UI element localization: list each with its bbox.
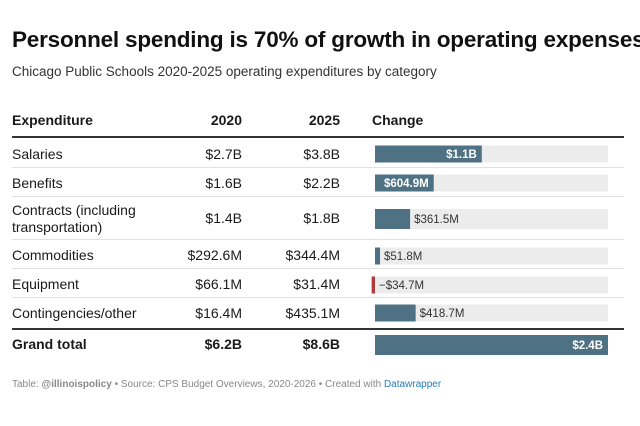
row-name: Contracts (including transportation) bbox=[12, 202, 136, 236]
total-2020: $6.2B bbox=[204, 336, 242, 352]
total-name: Grand total bbox=[12, 336, 87, 352]
row-divider bbox=[12, 239, 624, 240]
row-name: Commodities bbox=[12, 247, 94, 263]
total-rule bbox=[12, 328, 624, 330]
table-row: Salaries $2.7B $3.8B bbox=[12, 139, 624, 168]
row-name-line: Contracts (including bbox=[12, 202, 136, 218]
header-2020: 2020 bbox=[210, 112, 242, 128]
row-value-2020: $1.6B bbox=[205, 175, 242, 191]
table-row: Contingencies/other $16.4M $435.1M bbox=[12, 298, 624, 328]
row-divider bbox=[12, 196, 624, 197]
header-2025: 2025 bbox=[308, 112, 340, 128]
row-name: Salaries bbox=[12, 146, 63, 162]
row-name-line: Commodities bbox=[12, 247, 94, 263]
footer-source: • Source: CPS Budget Overviews, 2020-202… bbox=[111, 379, 384, 390]
footer-datawrapper-link[interactable]: Datawrapper bbox=[383, 379, 442, 390]
row-name-line: Contingencies/other bbox=[12, 305, 137, 321]
row-value-2025: $435.1M bbox=[285, 305, 340, 321]
row-divider bbox=[12, 268, 624, 269]
row-value-2020: $66.1M bbox=[195, 276, 242, 292]
row-value-2020: $2.7B bbox=[205, 146, 242, 162]
row-value-2020: $1.4B bbox=[205, 210, 242, 226]
table-row: Commodities $292.6M $344.4M bbox=[12, 240, 624, 269]
footer-handle[interactable]: @illinoispolicy bbox=[41, 379, 112, 390]
row-value-2025: $344.4M bbox=[285, 247, 340, 263]
row-name-line: Equipment bbox=[12, 276, 79, 292]
row-divider bbox=[12, 167, 624, 168]
header-change: Change bbox=[372, 112, 424, 128]
row-divider bbox=[12, 297, 624, 298]
row-value-2020: $16.4M bbox=[195, 305, 242, 321]
row-value-2025: $2.2B bbox=[303, 175, 340, 191]
header-rule bbox=[12, 136, 624, 138]
chart-subtitle: Chicago Public Schools 2020-2025 operati… bbox=[12, 64, 437, 79]
row-value-2020: $292.6M bbox=[187, 247, 242, 263]
row-name: Contingencies/other bbox=[12, 305, 137, 321]
row-value-2025: $1.8B bbox=[303, 210, 340, 226]
table-row: Contracts (including transportation) $1.4B… bbox=[12, 197, 624, 240]
total-2025: $8.6B bbox=[302, 336, 340, 352]
table-row: Equipment $66.1M $31.4M bbox=[12, 269, 624, 298]
header-expenditure: Expenditure bbox=[12, 112, 93, 128]
row-name: Equipment bbox=[12, 276, 79, 292]
row-name-line: transportation) bbox=[12, 219, 103, 235]
row-name-line: Salaries bbox=[12, 146, 63, 162]
row-name: Benefits bbox=[12, 175, 63, 191]
footer-prefix: Table: bbox=[12, 379, 42, 390]
table-row-total: Grand total $6.2B $8.6B bbox=[12, 330, 624, 358]
row-value-2025: $3.8B bbox=[303, 146, 340, 162]
footer: Table: @illinoispolicy • Source: CPS Bud… bbox=[12, 379, 441, 390]
chart-title: Personnel spending is 70% of growth in o… bbox=[12, 27, 640, 52]
row-name-line: Benefits bbox=[12, 175, 63, 191]
table-row: Benefits $1.6B $2.2B bbox=[12, 168, 624, 197]
row-value-2025: $31.4M bbox=[293, 276, 340, 292]
